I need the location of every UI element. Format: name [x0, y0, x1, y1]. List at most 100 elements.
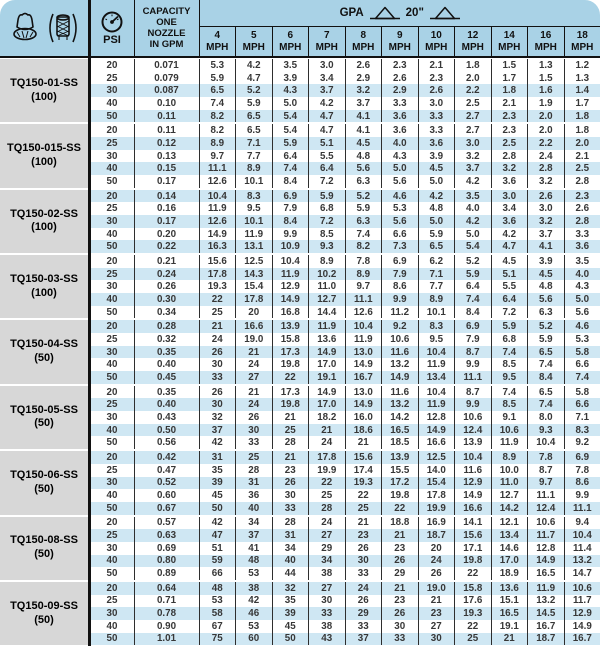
gpa-cell: 4.2 — [235, 59, 272, 72]
gpa-cell: 15.8 — [271, 333, 309, 346]
gpa-cell: 2.6 — [417, 84, 455, 98]
gpa-cell: 25 — [271, 423, 309, 437]
gpa-cell: 14.0 — [417, 463, 455, 477]
gpa-cell: 45 — [198, 489, 236, 502]
gpa-cell: 2.8 — [563, 175, 600, 188]
gpa-cell: 5.8 — [563, 385, 600, 399]
gpa-cell: 3.7 — [344, 97, 382, 110]
gpa-cell: 6.4 — [490, 293, 528, 306]
gpa-cell: 42 — [235, 594, 272, 608]
gpa-cell: 19.8 — [454, 554, 491, 568]
gpa-cell: 8.4 — [527, 371, 564, 384]
gpa-cell: 8.9 — [235, 162, 272, 176]
gpm-cell: 0.24 — [133, 267, 199, 281]
gpa-cell: 14.2 — [490, 501, 528, 515]
gpa-cell: 11.1 — [344, 293, 382, 306]
gpa-cell: 67 — [198, 619, 236, 633]
mph-column-header: 4 MPH — [206, 30, 229, 53]
data-row: 20 0.14 10.4 8.3 6.9 5.9 5.2 4.6 4.2 3.5 3.0 2.6 2.3 — [90, 189, 600, 203]
gpa-cell: 66 — [198, 567, 236, 580]
gpa-cell: 28 — [271, 436, 309, 450]
gpa-cell: 6.5 — [527, 385, 564, 399]
gpa-cell: 16.7 — [563, 632, 600, 646]
nozzle-model-label: TQ150-015-SS (100) — [0, 124, 88, 188]
gpa-cell: 30 — [235, 423, 272, 437]
gpa-cell: 7.4 — [527, 358, 564, 372]
psi-cell: 30 — [106, 150, 118, 162]
mph-column-header: 18 MPH — [563, 27, 600, 56]
gpa-cell: 7.4 — [490, 345, 528, 359]
gpa-cell: 10.9 — [271, 240, 309, 254]
gpa-cell: 10.1 — [235, 215, 272, 228]
gpa-cell: 7.8 — [563, 463, 600, 477]
gpa-cell: 1.8 — [454, 59, 491, 72]
gpa-cell: 30 — [417, 632, 455, 646]
psi-cell: 50 — [106, 241, 118, 253]
gpa-cell: 1.3 — [563, 71, 600, 85]
gpa-cell: 2.7 — [454, 124, 491, 138]
gpa-cell: 3.0 — [308, 59, 345, 72]
data-row: 40 0.10 7.4 5.9 5.0 4.2 3.7 3.3 3.0 2.5 2.1 1.9 1.7 — [90, 97, 600, 110]
gpa-cell: 10.4 — [198, 189, 236, 203]
gpa-cell: 8.2 — [198, 109, 236, 123]
psi-cell: 20 — [106, 125, 118, 137]
gpa-cell: 75 — [198, 632, 236, 646]
gpa-cell: 30 — [344, 554, 382, 568]
gpa-cell: 1.4 — [563, 84, 600, 98]
gpa-cell: 10.6 — [527, 516, 564, 530]
psi-cell: 20 — [106, 190, 118, 202]
mph-column-header: 7 MPH — [308, 27, 345, 56]
gpa-cell: 18.6 — [344, 423, 382, 437]
gpm-cell: 0.57 — [133, 516, 199, 530]
gpa-cell: 17.3 — [271, 345, 309, 359]
gpa-cell: 15.4 — [417, 476, 455, 490]
strainer-icon — [49, 13, 77, 43]
gpa-cell: 9.9 — [381, 293, 418, 306]
gpm-cell: 0.11 — [133, 109, 199, 123]
psi-cell: 25 — [106, 203, 118, 215]
gpm-cell: 0.89 — [133, 567, 199, 580]
gpa-cell: 13.2 — [527, 594, 564, 608]
gpa-cell: 28 — [308, 501, 345, 515]
gpa-cell: 31 — [235, 476, 272, 490]
gpa-cell: 2.6 — [527, 189, 564, 203]
gpa-cell: 33 — [308, 607, 345, 620]
gpa-cell: 60 — [235, 632, 272, 646]
psi-cell: 20 — [106, 321, 118, 333]
gpm-cell: 0.14 — [133, 189, 199, 203]
gpa-cell: 59 — [198, 554, 236, 568]
gpa-cell: 12.5 — [417, 451, 455, 464]
gpa-cell: 1.7 — [490, 71, 528, 85]
gpa-cell: 12.8 — [417, 411, 455, 424]
gpa-cell: 11.7 — [563, 594, 600, 608]
gpa-cell: 8.3 — [563, 423, 600, 437]
gpa-cell: 33 — [381, 632, 418, 646]
data-row: 50 0.17 12.6 10.1 8.4 7.2 6.3 5.6 5.0 4.2 3.6 3.2 2.… — [90, 175, 600, 188]
gpa-cell: 5.0 — [417, 215, 455, 228]
psi-cell: 30 — [106, 608, 118, 620]
gpa-cell: 19.3 — [344, 476, 382, 490]
gpa-cell: 5.2 — [527, 320, 564, 334]
gpa-cell: 5.2 — [235, 84, 272, 98]
gpa-cell: 2.5 — [454, 97, 491, 110]
gpa-cell: 2.6 — [344, 59, 382, 72]
gpa-cell: 15.5 — [381, 463, 418, 477]
gpa-cell: 6.6 — [381, 227, 418, 241]
data-row: 20 0.42 31 25 21 17.8 15.6 13.9 12.5 10.4 8.9 7.8 6.… — [90, 451, 600, 464]
gpa-cell: 23 — [417, 607, 455, 620]
gpa-cell: 17.1 — [454, 541, 491, 555]
gpa-cell: 6.6 — [563, 398, 600, 412]
gpa-cell: 14.9 — [344, 358, 382, 372]
data-row: 30 0.26 19.3 15.4 12.9 11.0 9.7 8.6 7.7 6.4 5.5 4.8… — [90, 280, 600, 294]
gpa-cell: 8.6 — [563, 476, 600, 490]
gpa-cell: 31 — [271, 529, 309, 542]
gpa-cell: 2.0 — [527, 124, 564, 138]
gpa-cell: 4.2 — [490, 227, 528, 241]
gpa-cell: 19.8 — [271, 398, 309, 412]
data-row: 30 0.52 39 31 26 22 19.3 17.2 15.4 12.9 11.0 9.7 8.6 — [90, 476, 600, 490]
gpa-cell: 5.6 — [563, 305, 600, 319]
data-row: 40 0.60 45 36 30 25 22 19.8 17.8 14.9 12.7 11.1 9.9 — [90, 489, 600, 502]
psi-cell: 40 — [106, 424, 118, 436]
gpa-cell: 29 — [344, 607, 382, 620]
gpa-cell: 10.6 — [563, 581, 600, 595]
